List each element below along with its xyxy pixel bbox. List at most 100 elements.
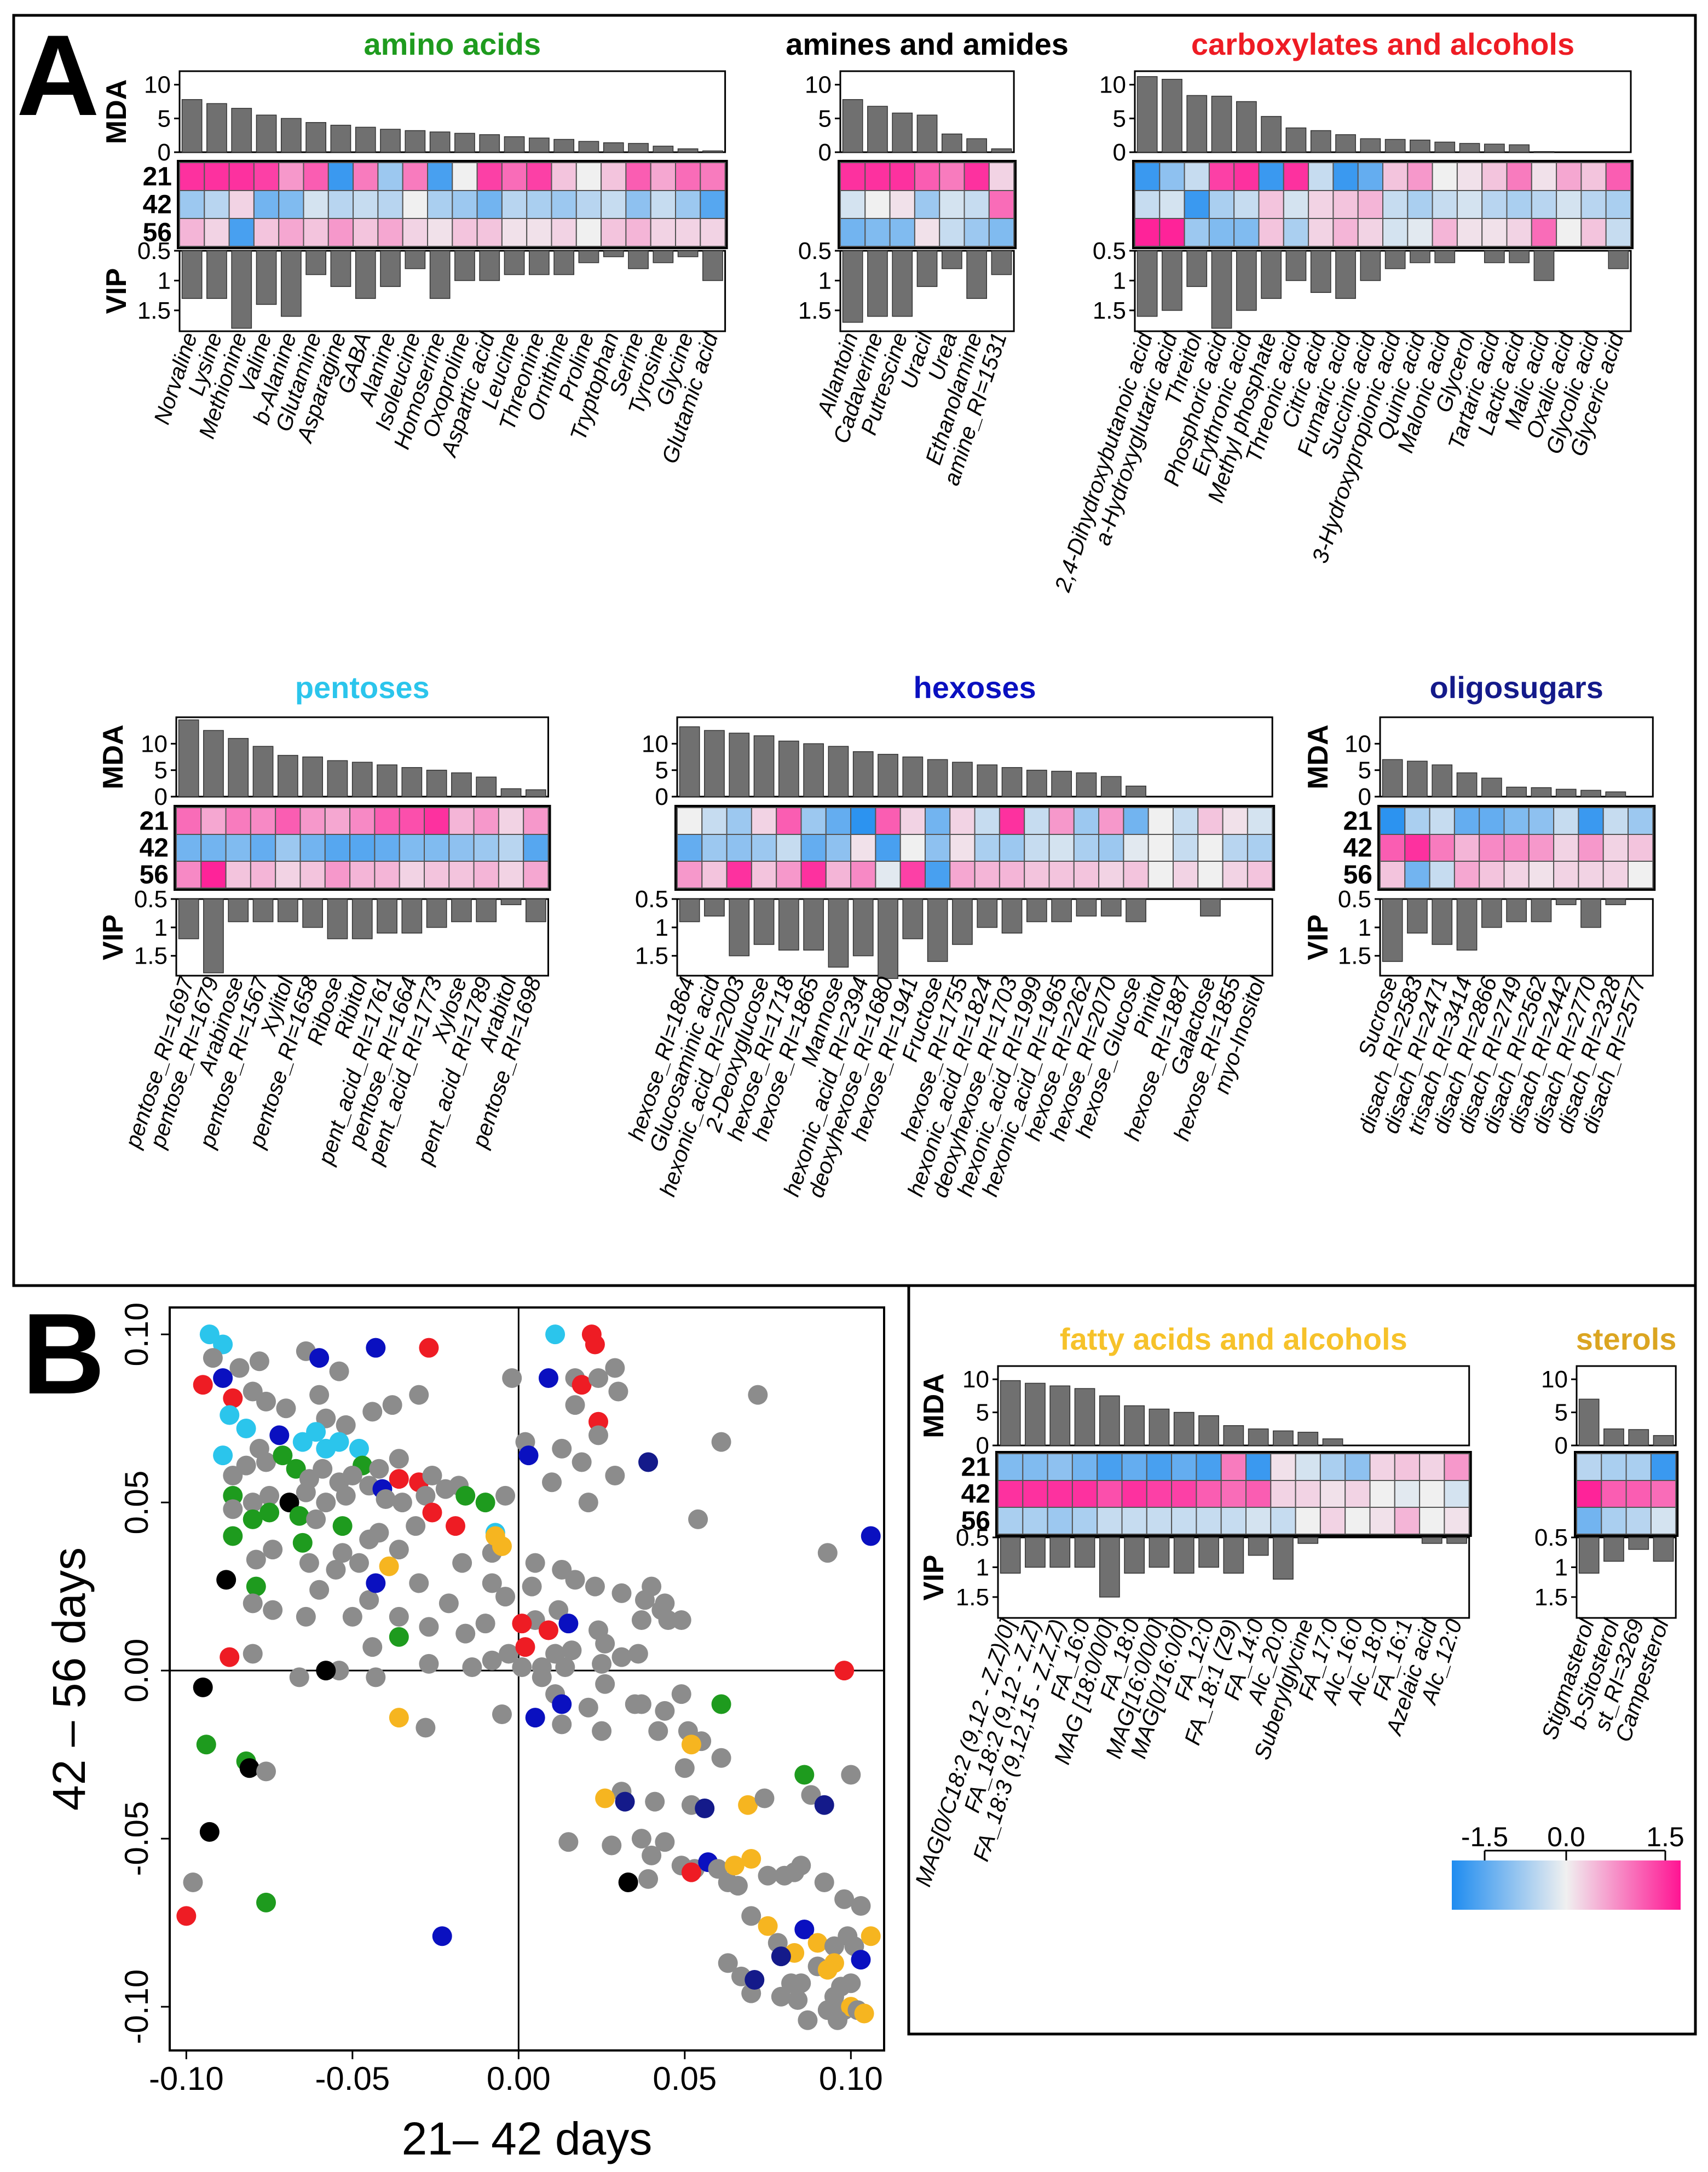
heatmap-cell bbox=[278, 218, 304, 247]
heatmap-cell bbox=[701, 807, 728, 835]
scatter-point bbox=[243, 1593, 263, 1614]
mda-bar bbox=[991, 148, 1012, 153]
mda-bar bbox=[1173, 1411, 1195, 1446]
vip-bar bbox=[525, 898, 546, 923]
heatmap-cell bbox=[776, 861, 802, 889]
scatter-point bbox=[794, 1765, 815, 1785]
mda-bar bbox=[1434, 141, 1456, 153]
heatmap-cell bbox=[275, 861, 301, 889]
scatter-point bbox=[406, 1516, 426, 1536]
heatmap-cell bbox=[1528, 834, 1555, 862]
heatmap-cell bbox=[1097, 1507, 1123, 1535]
scatter-point bbox=[309, 1580, 330, 1600]
heatmap-cell bbox=[1419, 1453, 1445, 1481]
group-title: fatty acids and alcohols bbox=[1060, 1322, 1407, 1356]
heatmap-cell bbox=[650, 162, 676, 191]
vip-tick-label: 1.5 bbox=[956, 1584, 989, 1611]
row-label: 56 bbox=[143, 218, 172, 247]
heatmap-cell bbox=[700, 162, 726, 191]
heatmap-cell bbox=[850, 807, 876, 835]
scatter-point bbox=[771, 1946, 791, 1967]
scatter-point bbox=[565, 1570, 585, 1590]
heatmap-cell bbox=[1123, 834, 1149, 862]
vip-bar bbox=[1285, 250, 1307, 281]
vip-bar bbox=[1481, 898, 1502, 928]
heatmap-cell bbox=[675, 162, 701, 191]
scatter-point bbox=[389, 1627, 409, 1647]
scatter-point bbox=[618, 1872, 638, 1892]
scatter-point bbox=[638, 1869, 659, 1889]
scatter-point bbox=[724, 1856, 745, 1876]
vip-tick-label: 1.5 bbox=[798, 297, 832, 324]
row-label: 42 bbox=[143, 191, 172, 220]
heatmap-cell bbox=[1295, 1453, 1321, 1481]
heatmap-cell bbox=[1506, 218, 1532, 247]
scatter-point bbox=[585, 1334, 605, 1355]
heatmap-cell bbox=[179, 190, 205, 219]
scatter-point bbox=[688, 1509, 708, 1529]
heatmap-cell bbox=[1380, 861, 1406, 889]
heatmap-cell bbox=[700, 218, 726, 247]
scatter-point bbox=[588, 1368, 608, 1388]
heatmap-cell bbox=[1220, 1453, 1247, 1481]
scatter-point bbox=[578, 1697, 598, 1718]
heatmap-cell bbox=[303, 162, 329, 191]
scatter-point bbox=[482, 1650, 502, 1670]
scatter-point bbox=[316, 1661, 336, 1681]
heatmap-cell bbox=[999, 834, 1025, 862]
vip-bar bbox=[1407, 898, 1428, 934]
heatmap-cell bbox=[551, 218, 577, 247]
mda-tick-label: 10 bbox=[1099, 72, 1126, 99]
scatter-point bbox=[475, 1493, 495, 1513]
heatmap-cell bbox=[1022, 1453, 1048, 1481]
heatmap-cell bbox=[1625, 1507, 1652, 1535]
mda-bar bbox=[1484, 143, 1505, 153]
scatter-point bbox=[409, 1385, 429, 1405]
scatter-point bbox=[861, 1926, 881, 1946]
vip-bar bbox=[401, 898, 423, 934]
scatter-point bbox=[349, 1438, 369, 1459]
mda-bar bbox=[1509, 144, 1530, 153]
heatmap-cell bbox=[575, 218, 602, 247]
heatmap-cell bbox=[1481, 190, 1508, 219]
scatter-point bbox=[376, 1489, 396, 1509]
vip-bar bbox=[952, 898, 973, 945]
mda-bar bbox=[178, 719, 199, 797]
heatmap-cell bbox=[1171, 1507, 1197, 1535]
heatmap-cell bbox=[1432, 190, 1458, 219]
heatmap-cell bbox=[1073, 807, 1100, 835]
mda-bar bbox=[451, 772, 472, 797]
heatmap-cell bbox=[864, 190, 891, 219]
heatmap-cell bbox=[377, 218, 403, 247]
scatter-point bbox=[236, 1455, 256, 1476]
mda-bar bbox=[916, 114, 938, 153]
scatter-point bbox=[316, 1408, 336, 1428]
heatmap-cell bbox=[914, 190, 940, 219]
scatter-point bbox=[645, 1791, 665, 1812]
scatter-point bbox=[695, 1798, 715, 1818]
color-scale-legend: -1.5 0.0 1.5 bbox=[1452, 1822, 1684, 1910]
group-0: amino acids10502142560.511.5MDAVIPNorval… bbox=[101, 27, 728, 466]
mda-tick-label: 5 bbox=[1113, 105, 1126, 132]
heatmap-cell bbox=[1121, 1453, 1147, 1481]
mda-bar bbox=[1456, 772, 1478, 797]
heatmap-cell bbox=[1601, 1453, 1627, 1481]
heatmap-cell bbox=[1098, 807, 1124, 835]
heatmap-cell bbox=[299, 861, 326, 889]
row-label: 21 bbox=[1343, 807, 1372, 836]
heatmap-cell bbox=[914, 162, 940, 191]
heatmap-cell bbox=[988, 190, 1015, 219]
heatmap-cell bbox=[228, 190, 255, 219]
heatmap-cell bbox=[1146, 1480, 1173, 1508]
heatmap-cell bbox=[1444, 1480, 1470, 1508]
heatmap-cell bbox=[473, 861, 499, 889]
vip-bar bbox=[1310, 250, 1331, 293]
heatmap-cell bbox=[275, 834, 301, 862]
scatter-point bbox=[276, 1398, 296, 1419]
vip-bar bbox=[753, 898, 775, 945]
scatter-point bbox=[389, 1606, 409, 1627]
mda-bar bbox=[679, 726, 700, 797]
heatmap-cell bbox=[1220, 1480, 1247, 1508]
vip-tick-label: 1 bbox=[154, 914, 168, 941]
